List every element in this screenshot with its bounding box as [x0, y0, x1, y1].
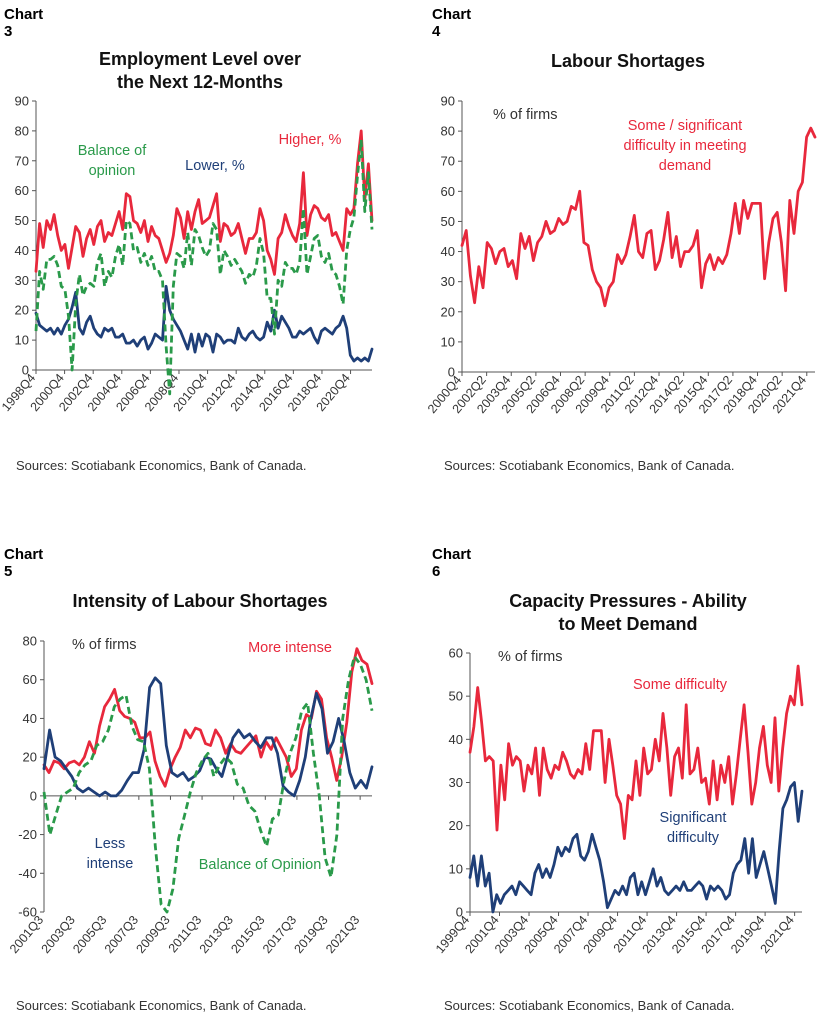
- y-tick-label: 40: [15, 243, 29, 258]
- y-tick-label: 20: [449, 818, 463, 833]
- annotation-label: Significant: [660, 810, 727, 826]
- y-tick-label: 20: [15, 303, 29, 318]
- y-tick-label: 70: [15, 153, 29, 168]
- y-tick-label: 0: [22, 363, 29, 378]
- chart-5-title-line-1: Intensity of Labour Shortages: [72, 591, 328, 611]
- chart-6-source: Sources: Scotiabank Economics, Bank of C…: [444, 998, 735, 1013]
- y-tick-label: 10: [449, 861, 463, 876]
- y-tick-label: 30: [449, 775, 463, 790]
- annotation-label: opinion: [89, 163, 136, 179]
- annotation-label: % of firms: [72, 637, 136, 653]
- chart-4-label: Chart 4: [432, 6, 472, 40]
- chart-4-title: Labour Shortages: [470, 50, 786, 73]
- chart-3-label: Chart 3: [4, 6, 44, 40]
- series-line-some-significant-difficulty-in-meeting-demand: [460, 126, 817, 308]
- y-tick-label: 0: [456, 905, 463, 920]
- annotation-label: difficulty: [667, 830, 720, 846]
- y-tick-label: 20: [441, 304, 455, 319]
- y-tick-label: 80: [441, 124, 455, 139]
- chart-5-plot: -60-40-200204060802001Q32003Q32005Q32007…: [7, 634, 374, 956]
- y-tick-label: 90: [15, 94, 29, 109]
- annotation-label: Some difficulty: [633, 677, 728, 693]
- y-tick-label: 10: [15, 333, 29, 348]
- y-tick-label: 20: [23, 750, 37, 765]
- chart-4-title-line-1: Labour Shortages: [550, 51, 706, 71]
- chart-6-title: Capacity Pressures - Ability to Meet Dem…: [470, 590, 786, 636]
- chart-5-source: Sources: Scotiabank Economics, Bank of C…: [16, 998, 307, 1013]
- y-tick-label: 50: [441, 214, 455, 229]
- x-tick-label: 2009Q3: [133, 913, 172, 956]
- series-line-balance-of-opinion: [34, 138, 374, 396]
- y-tick-label: 40: [441, 244, 455, 259]
- annotation-label: Higher, %: [279, 132, 342, 148]
- series-line-lower: [34, 284, 374, 363]
- y-tick-label: 40: [23, 711, 37, 726]
- y-tick-label: 10: [441, 334, 455, 349]
- y-tick-label: 30: [15, 273, 29, 288]
- x-tick-label: 2021Q3: [323, 913, 362, 956]
- y-tick-label: -40: [18, 866, 37, 881]
- chart-4-source: Sources: Scotiabank Economics, Bank of C…: [444, 458, 735, 473]
- y-tick-label: 0: [30, 788, 37, 803]
- y-tick-label: 90: [441, 94, 455, 109]
- chart-3-source: Sources: Scotiabank Economics, Bank of C…: [16, 458, 307, 473]
- annotation-label: Balance of: [78, 143, 147, 159]
- series-line-higher: [34, 129, 374, 276]
- y-tick-label: 60: [449, 646, 463, 661]
- chart-5-title: Intensity of Labour Shortages: [40, 590, 360, 613]
- y-tick-label: 80: [23, 634, 37, 649]
- series-line-less-intense: [42, 676, 374, 798]
- chart-6-title-line-2: to Meet Demand: [558, 614, 698, 634]
- annotation-label: intense: [87, 856, 134, 872]
- y-tick-label: 60: [23, 672, 37, 687]
- chart-3-title-line-2: the Next 12-Months: [116, 72, 284, 92]
- y-tick-label: 70: [441, 154, 455, 169]
- series-line-some-difficulty: [468, 664, 804, 841]
- y-tick-label: -60: [18, 905, 37, 920]
- y-tick-label: 30: [441, 274, 455, 289]
- annotation-label: More intense: [248, 640, 332, 656]
- y-tick-label: 40: [449, 732, 463, 747]
- series-line-balance-of-opinion: [42, 655, 374, 914]
- chart-6-label: Chart 6: [432, 546, 472, 580]
- annotation-label: % of firms: [498, 649, 562, 665]
- chart-6-title-line-1: Capacity Pressures - Ability: [509, 591, 747, 611]
- annotation-label: Less: [95, 836, 126, 852]
- chart-4-plot: 01020304050607080902000Q42002Q22003Q4200…: [425, 94, 817, 416]
- annotation-label: Some / significant: [628, 118, 742, 134]
- annotation-label: Lower, %: [185, 158, 245, 174]
- annotation-label: Balance of Opinion: [199, 857, 322, 873]
- annotation-label: demand: [659, 158, 711, 174]
- chart-3-title: Employment Level over the Next 12-Months: [40, 48, 360, 94]
- y-tick-label: 50: [449, 689, 463, 704]
- chart-6-plot: 01020304050601999Q42001Q42003Q42005Q4200…: [433, 646, 804, 956]
- y-tick-label: -20: [18, 827, 37, 842]
- annotation-label: difficulty in meeting: [623, 138, 746, 154]
- y-tick-label: 60: [15, 183, 29, 198]
- chart-3-plot: 01020304050607080901998Q42000Q42002Q4200…: [0, 94, 374, 414]
- chart-5-label: Chart 5: [4, 546, 44, 580]
- annotation-label: % of firms: [493, 107, 557, 123]
- y-tick-label: 80: [15, 123, 29, 138]
- chart-3-title-line-1: Employment Level over: [98, 49, 302, 69]
- series-line-significant-difficulty: [468, 781, 804, 914]
- y-tick-label: 0: [448, 365, 455, 380]
- y-tick-label: 60: [441, 184, 455, 199]
- y-tick-label: 50: [15, 213, 29, 228]
